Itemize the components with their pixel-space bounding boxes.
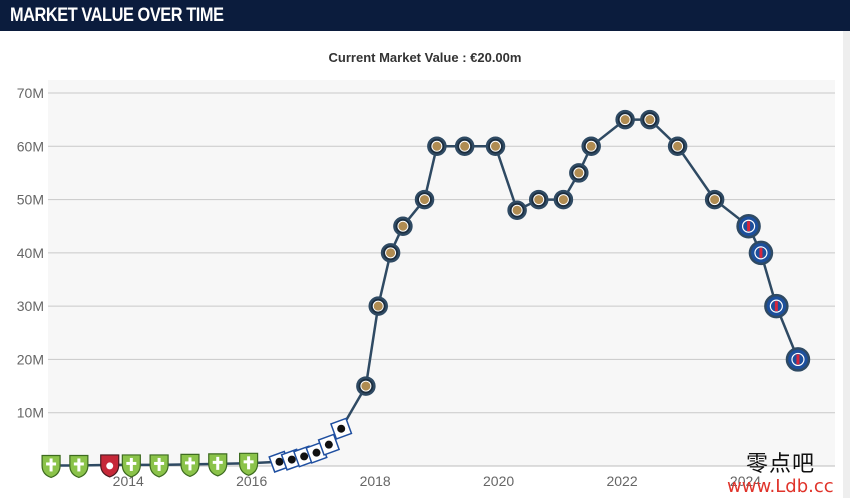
psg-crest-stripe	[747, 221, 751, 232]
zilina-crest-bar	[212, 460, 223, 464]
y-tick-label: 20M	[17, 351, 44, 367]
sampdoria-crest-icon	[324, 440, 333, 449]
inter-crest-icon	[360, 380, 372, 392]
sampdoria-crest-icon	[300, 452, 309, 461]
inter-crest-icon	[385, 247, 397, 259]
y-tick-label: 70M	[17, 85, 44, 101]
inter-crest-icon	[585, 140, 597, 152]
y-tick-label: 60M	[17, 138, 44, 154]
inter-crest-icon	[431, 140, 443, 152]
trencin-crest-icon	[106, 462, 114, 470]
inter-crest-icon	[709, 194, 721, 206]
x-tick-label: 2022	[606, 473, 637, 489]
sampdoria-crest-icon	[287, 455, 296, 464]
scrollbar[interactable]	[843, 31, 850, 498]
psg-crest-icon	[791, 352, 805, 367]
inter-crest-icon	[672, 140, 684, 152]
current-market-value: Current Market Value : €20.00m	[328, 50, 522, 65]
section-header: MARKET VALUE OVER TIME	[0, 0, 850, 31]
psg-crest-stripe	[759, 247, 763, 258]
y-tick-label: 30M	[17, 298, 44, 314]
zilina-crest-bar	[184, 461, 195, 465]
inter-crest-icon	[511, 204, 523, 216]
inter-crest-icon	[573, 167, 585, 179]
sampdoria-crest-icon	[312, 448, 321, 457]
section-title: MARKET VALUE OVER TIME	[10, 5, 224, 26]
watermark-url: www.Ldb.cc	[727, 476, 834, 497]
zilina-crest-bar	[126, 461, 137, 465]
x-tick-label: 2016	[236, 473, 267, 489]
y-tick-label: 10M	[17, 405, 44, 421]
zilina-crest-bar	[73, 462, 84, 466]
inter-crest-icon	[644, 114, 656, 126]
sampdoria-crest-icon	[337, 424, 346, 433]
psg-crest-icon	[754, 246, 768, 260]
watermark-logo-text: 零点吧	[746, 452, 816, 477]
psg-crest-stripe	[774, 301, 778, 312]
zilina-crest-bar	[154, 461, 165, 465]
zilina-crest-bar	[243, 460, 254, 464]
y-tick-label: 40M	[17, 245, 44, 261]
inter-crest-icon	[619, 114, 631, 126]
x-tick-label: 2014	[113, 473, 144, 489]
inter-crest-icon	[490, 140, 502, 152]
inter-crest-icon	[419, 194, 431, 206]
y-tick-label: 50M	[17, 192, 44, 208]
inter-crest-icon	[557, 194, 569, 206]
inter-crest-icon	[533, 194, 545, 206]
psg-crest-icon	[769, 299, 783, 313]
psg-crest-icon	[741, 219, 756, 233]
inter-crest-icon	[459, 140, 471, 152]
psg-crest-stripe	[796, 354, 800, 365]
x-tick-label: 2018	[360, 473, 391, 489]
inter-crest-icon	[397, 220, 409, 232]
inter-crest-icon	[372, 300, 384, 312]
zilina-crest-bar	[46, 462, 57, 466]
sampdoria-crest-icon	[275, 457, 284, 466]
x-tick-label: 2020	[483, 473, 514, 489]
x-tick-label: 2024	[730, 473, 761, 489]
